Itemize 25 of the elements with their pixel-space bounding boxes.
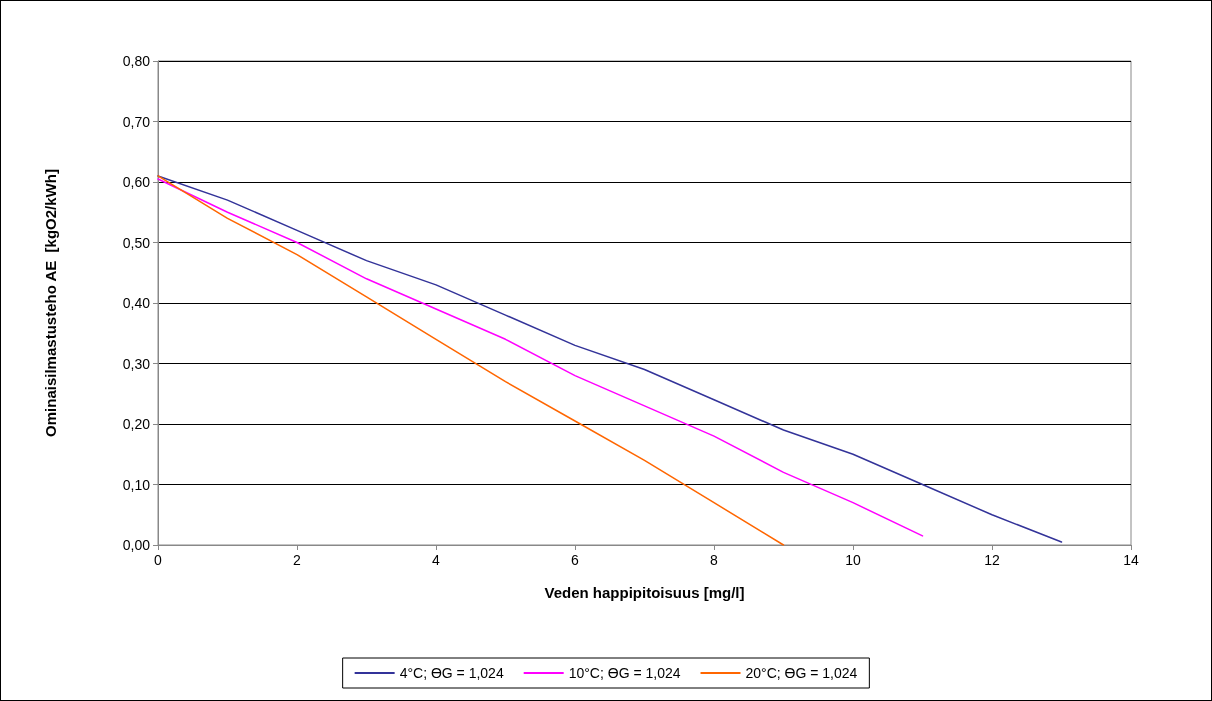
y-tick-label: 0,20 [122, 416, 151, 432]
x-tick-label: 12 [984, 552, 1000, 568]
line-series [157, 178, 924, 537]
y-tick-label: 0,80 [122, 53, 151, 69]
y-tick-label: 0,40 [122, 295, 151, 311]
x-tick-label: 14 [1123, 552, 1139, 568]
x-tick-label: 8 [710, 552, 719, 568]
legend-label: 10°C; ϴG = 1,024 [568, 665, 681, 681]
y-tick-label: 0,10 [122, 476, 151, 493]
y-tick-label: 0,70 [122, 113, 151, 130]
y-tick-label: 0,50 [122, 234, 151, 251]
y-axis-title: Ominaisilmastusteho AE [kgO2/kWh] [42, 169, 59, 437]
legend-label: 4°C; ϴG = 1,024 [399, 665, 504, 681]
y-tick-label: 0,60 [122, 174, 151, 190]
y-tick-label: 0,00 [122, 537, 151, 553]
x-tick-label: 2 [293, 552, 302, 568]
x-tick-label: 4 [432, 552, 441, 568]
x-tick-label: 0 [154, 552, 163, 568]
x-tick-label: 10 [845, 552, 861, 568]
line-series [157, 175, 1063, 543]
x-axis-title: Veden happipitoisuus [mg/l] [544, 584, 745, 601]
legend-label: 20°C; ϴG = 1,024 [745, 665, 858, 681]
line-series [157, 175, 785, 546]
x-tick-label: 6 [571, 552, 580, 568]
y-tick-label: 0,30 [122, 355, 151, 372]
